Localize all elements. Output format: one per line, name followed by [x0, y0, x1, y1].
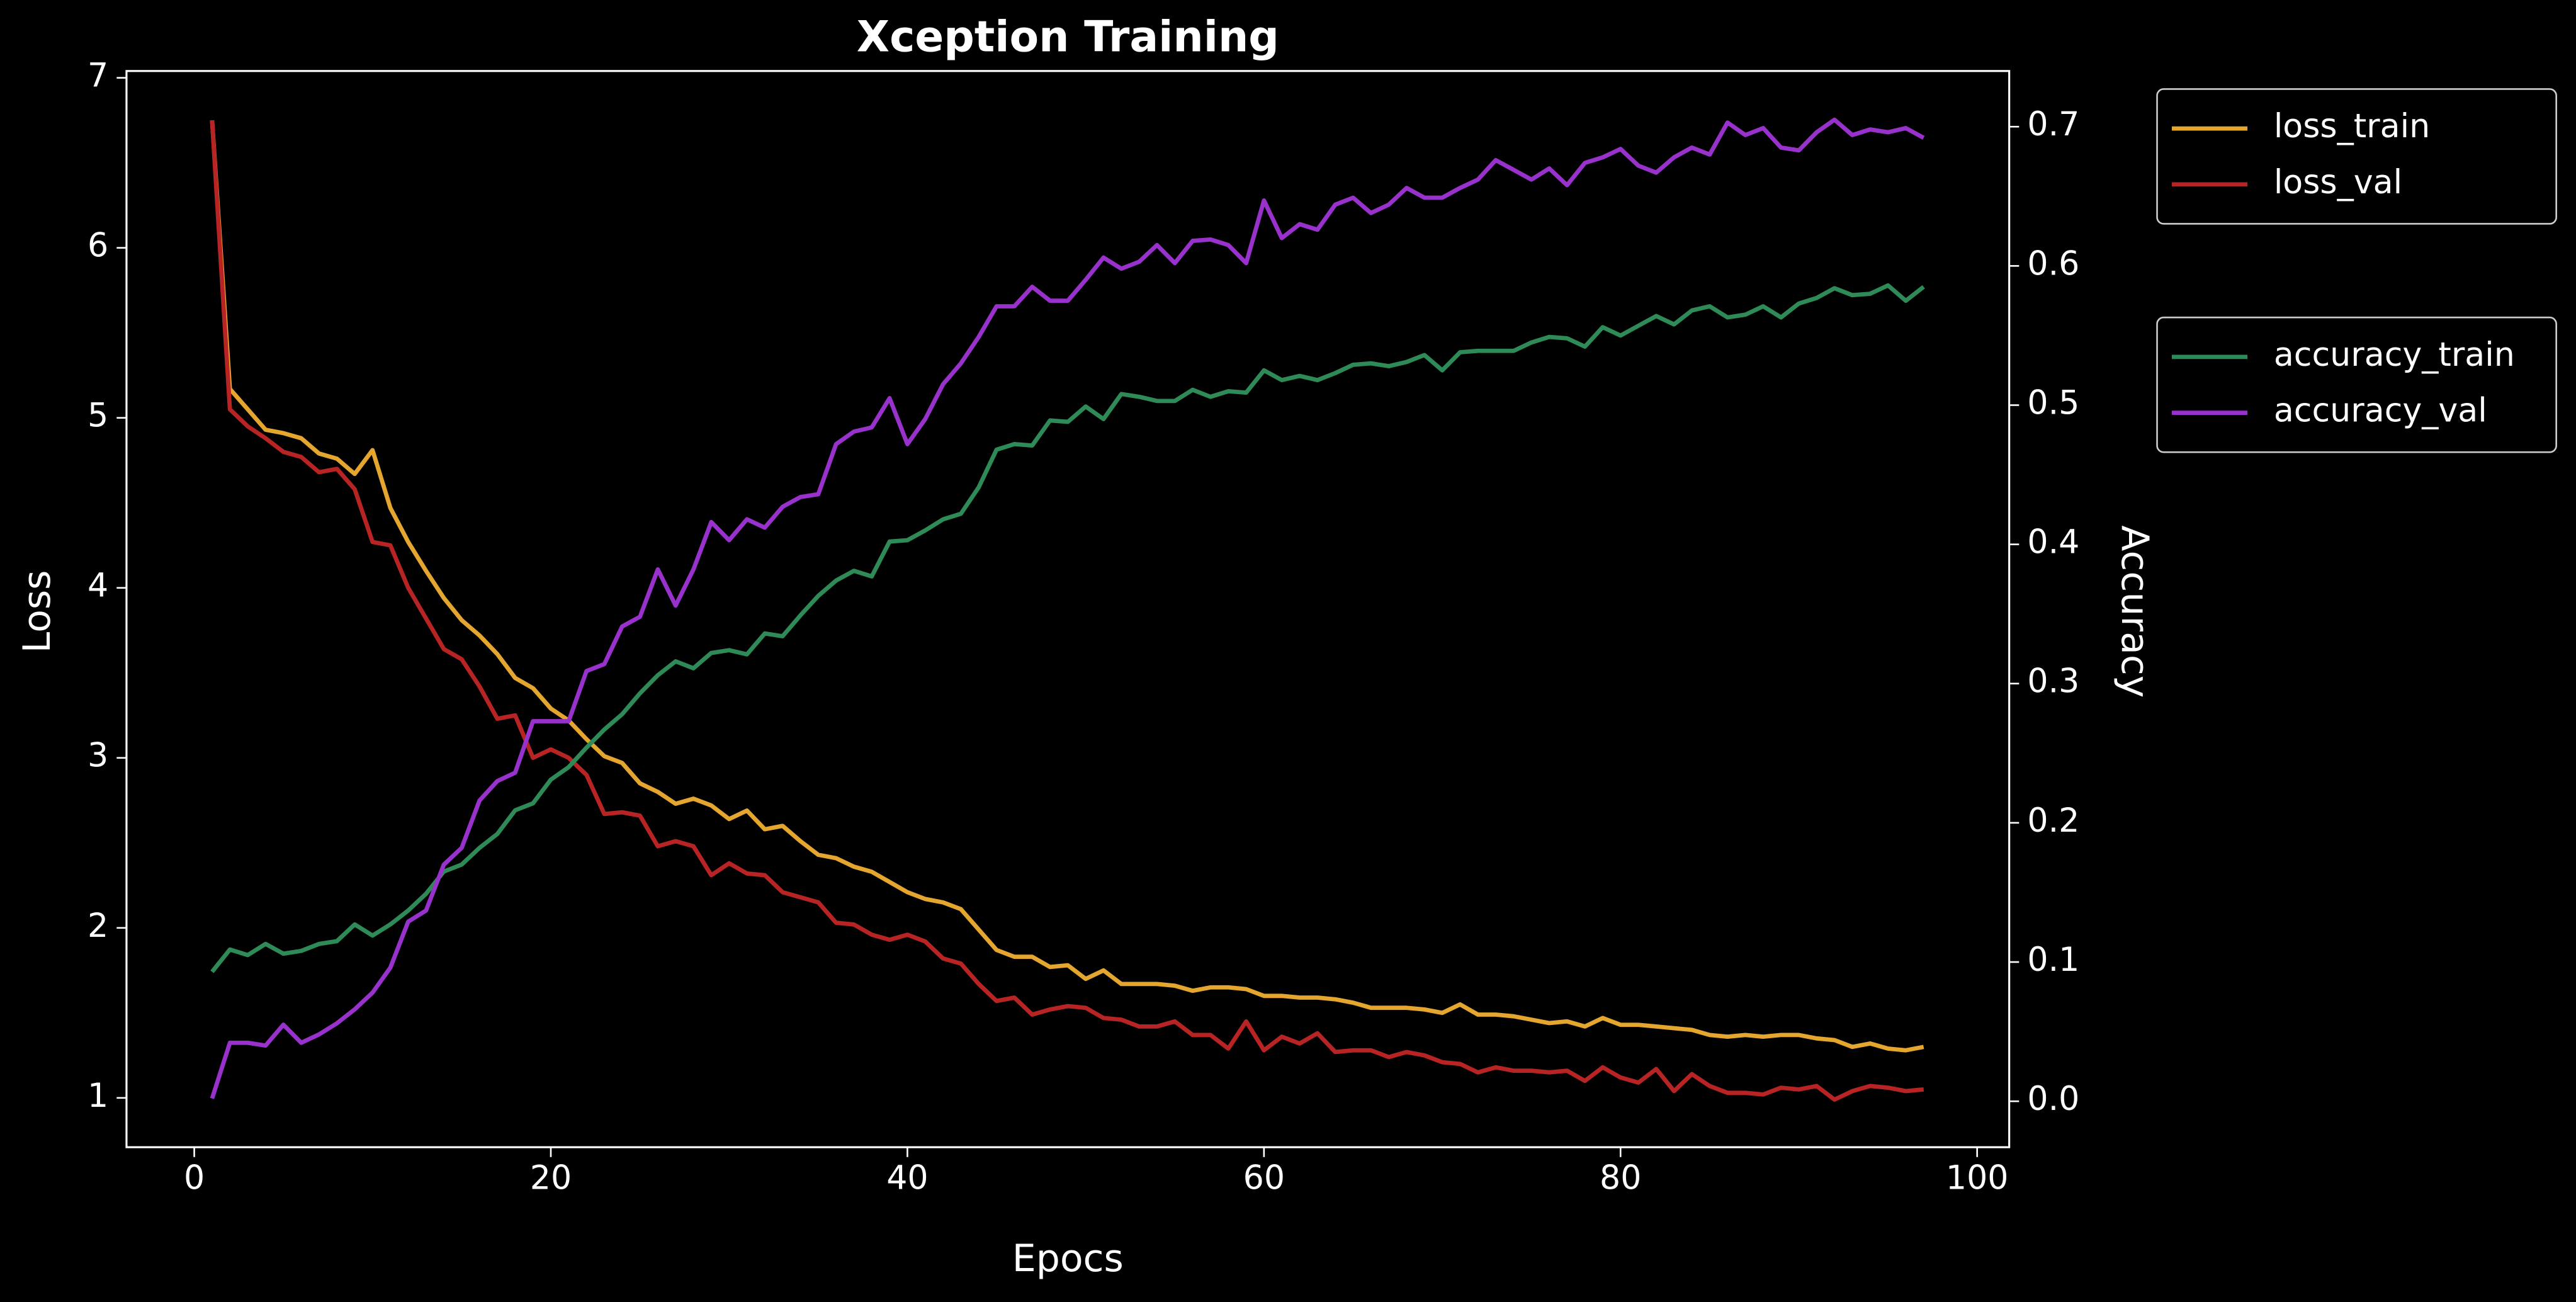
x-tick-label: 40 [886, 1159, 928, 1197]
x-tick-label: 0 [184, 1159, 205, 1197]
y-tick-label: 1 [88, 1077, 108, 1115]
series-line [210, 120, 1924, 1102]
series-line [210, 117, 1925, 1099]
x-axis-label: Epocs [1012, 1237, 1124, 1281]
y-tick-label: 2 [88, 907, 108, 945]
y2-tick-label: 0.6 [2027, 245, 2079, 283]
y2-tick-label: 0.7 [2027, 106, 2079, 144]
y-tick-label: 6 [88, 227, 108, 265]
series-line [210, 283, 1925, 973]
y-tick-label: 4 [88, 567, 108, 605]
x-tick-label: 80 [1600, 1159, 1641, 1197]
y2-tick-label: 0.5 [2027, 384, 2079, 422]
y-tick-label: 3 [88, 737, 108, 775]
legend-label: accuracy_train [2274, 336, 2515, 374]
x-tick-label: 100 [1946, 1159, 2009, 1197]
y2-tick-label: 0.2 [2027, 802, 2079, 840]
chart-title: Xception Training [857, 13, 1279, 62]
legend-label: accuracy_val [2274, 392, 2487, 430]
y-tick-label: 5 [88, 397, 108, 435]
plot-frame [125, 70, 2011, 1148]
legend-box [2156, 316, 2557, 453]
legend-label: loss_train [2274, 108, 2430, 145]
y2-tick-label: 0.3 [2027, 663, 2079, 701]
x-tick-label: 60 [1243, 1159, 1285, 1197]
legend-label: loss_val [2274, 164, 2402, 201]
series-line [210, 120, 1924, 1053]
y-axis-label: Loss [15, 570, 59, 654]
y2-tick-label: 0.1 [2027, 941, 2079, 979]
y2-axis-label: Accuracy [2113, 525, 2157, 698]
y2-tick-label: 0.0 [2027, 1080, 2079, 1118]
x-tick-label: 20 [530, 1159, 572, 1197]
y-tick-label: 7 [88, 57, 108, 95]
legend-box [2156, 88, 2557, 225]
y2-tick-label: 0.4 [2027, 524, 2079, 562]
